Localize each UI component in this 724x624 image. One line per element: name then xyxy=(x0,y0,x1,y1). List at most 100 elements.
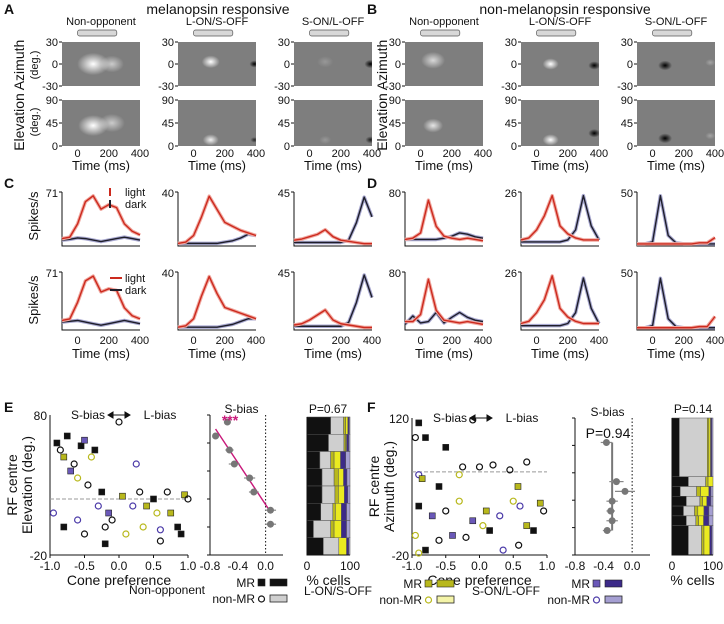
heatmap-background xyxy=(294,42,372,86)
bar-segment xyxy=(345,416,349,435)
point-non-mr xyxy=(156,537,164,545)
stimulus-bar xyxy=(309,29,350,37)
stimulus-bar xyxy=(77,29,118,37)
scatter-plot-E xyxy=(49,411,192,558)
point-non-mr xyxy=(462,533,470,541)
rf-blob xyxy=(421,51,446,69)
legend-dark-label: dark xyxy=(125,199,147,211)
mean-point xyxy=(246,474,254,482)
point-mr xyxy=(91,446,99,454)
light-trace xyxy=(520,194,599,241)
y-axis-label-elevation: Elevation xyxy=(11,93,27,151)
point-non-mr xyxy=(73,516,82,524)
point-mr xyxy=(422,546,429,554)
point-mr xyxy=(60,523,68,531)
mean-point xyxy=(621,487,629,495)
point-non-mr xyxy=(136,488,144,496)
x-axis-label: Time (ms) xyxy=(72,158,130,173)
x-tick-label: -0.5 xyxy=(435,559,456,573)
title-non-melanopsin: non-melanopsin responsive xyxy=(479,1,650,17)
psth-panel-9: 80 xyxy=(389,268,484,331)
bar-segment xyxy=(705,476,709,487)
dark-trace xyxy=(521,277,600,327)
point-mr xyxy=(442,444,450,451)
y-max-label: 26 xyxy=(505,188,517,200)
bar-segment xyxy=(671,496,687,507)
bar-segment xyxy=(686,496,701,507)
x-tick-label: 0.0 xyxy=(624,559,641,573)
point-mr xyxy=(119,492,126,500)
stimulus-bar xyxy=(652,29,693,37)
point-mr xyxy=(422,434,429,441)
x-axis-label: Time (ms) xyxy=(531,158,589,173)
legend-non-mr-label: non-MR xyxy=(212,592,255,606)
bar-segment xyxy=(671,486,681,497)
x-tick-label: 0 xyxy=(191,148,197,160)
bar-segment xyxy=(710,496,714,507)
point-non-mr xyxy=(108,516,116,524)
axes xyxy=(671,418,713,556)
mean-point xyxy=(250,488,258,496)
axes xyxy=(520,272,599,331)
mean-point xyxy=(266,506,274,514)
legend-mr-marker xyxy=(257,578,266,587)
s-bias-title: S-bias xyxy=(590,405,624,419)
y-tick-label: 90 xyxy=(162,95,174,107)
bar-segment xyxy=(694,505,699,517)
light-trace xyxy=(177,195,257,245)
stimulus-bar xyxy=(420,29,461,37)
x-tick-label: 0.5 xyxy=(145,559,162,573)
dark-trace-sem xyxy=(637,193,715,246)
point-non-mr xyxy=(80,530,89,538)
scatter-plot-F xyxy=(411,414,548,558)
y-axis-label-spikes: Spikes/s xyxy=(26,275,41,325)
x-tick-label: 400 xyxy=(247,335,265,347)
heatmap-background xyxy=(405,42,483,86)
dark-trace-sem xyxy=(637,276,715,330)
point-non-mr xyxy=(506,466,514,474)
point-non-mr xyxy=(139,523,147,531)
point-non-mr xyxy=(455,497,463,505)
y-tick-label: 0 xyxy=(627,59,633,71)
point-mr xyxy=(177,530,185,538)
y-tick-label: 0 xyxy=(511,59,517,71)
bar-segment xyxy=(708,505,714,517)
point-non-mr xyxy=(459,463,467,471)
bar-segment xyxy=(332,503,336,521)
bar-segment xyxy=(306,451,321,469)
y-tick-label: 30 xyxy=(505,37,517,49)
bar-segment xyxy=(306,434,329,452)
y-tick-label: 0 xyxy=(395,141,401,153)
point-mr xyxy=(428,512,436,520)
x-tick-label: 0 xyxy=(650,335,656,347)
title-melanopsin: melanopsin responsive xyxy=(146,1,289,17)
y-tick-label: 0 xyxy=(52,59,58,71)
bar-segment xyxy=(306,537,324,556)
bar-segment xyxy=(323,537,340,556)
psth-panel-11: 50 xyxy=(621,268,717,331)
point-mr xyxy=(486,527,493,534)
point-mr xyxy=(77,442,85,450)
point-mr xyxy=(167,509,175,517)
legend-mr-label: MR xyxy=(236,576,255,590)
point-non-mr xyxy=(411,531,419,540)
x-tick-label: -0.5 xyxy=(74,559,95,573)
bar-segment xyxy=(348,416,351,435)
bar-segment xyxy=(321,485,336,504)
x-tick-label: 100 xyxy=(340,559,360,573)
panel-label-c: C xyxy=(4,175,14,191)
y-axis-label-2: Elevation (deg.) xyxy=(19,436,35,534)
y-max-label: 40 xyxy=(162,188,174,200)
rf-blob xyxy=(99,55,124,73)
bar-segment xyxy=(348,537,351,556)
y-tick-label: 45 xyxy=(505,118,517,130)
y-axis-label: RF centre xyxy=(4,454,20,516)
y-max-label: 80 xyxy=(389,188,401,200)
y-tick-label: 0 xyxy=(395,59,401,71)
point-non-mr xyxy=(411,433,419,442)
point-mr xyxy=(105,509,112,517)
legend-light-label: light xyxy=(125,273,145,285)
x-axis-label: Time (ms) xyxy=(188,346,246,361)
point-mr xyxy=(81,436,88,444)
x-tick-label: 400 xyxy=(363,148,381,160)
